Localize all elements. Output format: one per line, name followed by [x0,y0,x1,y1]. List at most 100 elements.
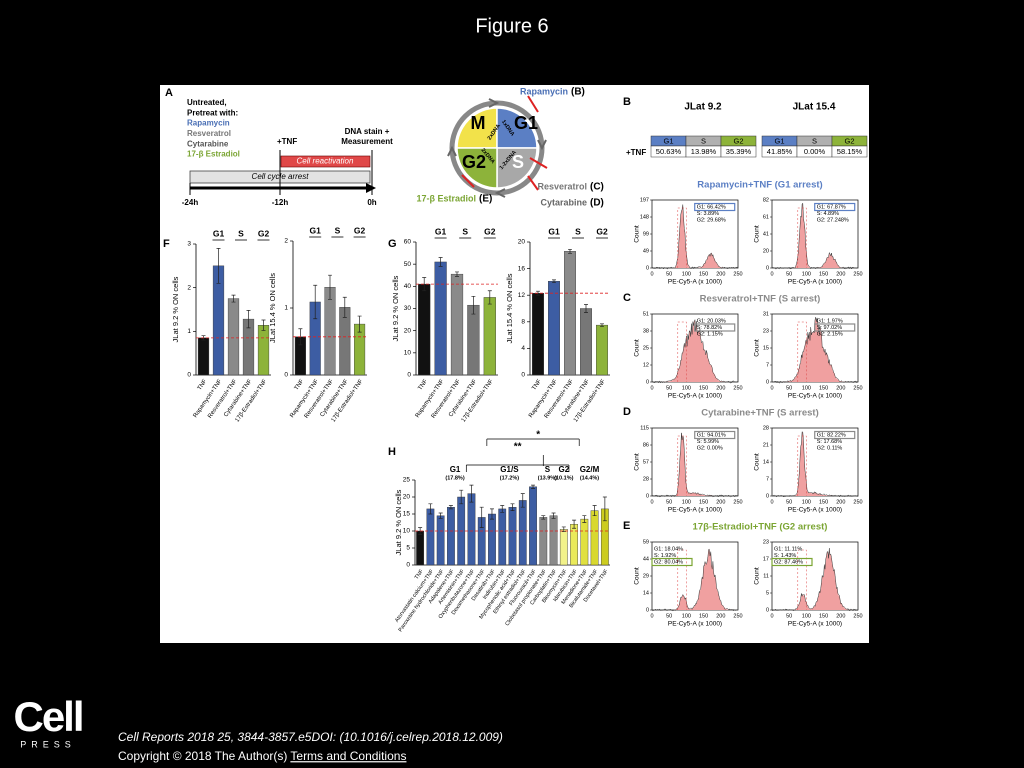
drug-name: Resveratrol [537,181,587,191]
group-label: S [335,225,341,235]
error-bar [216,248,221,284]
y-tick-label: 2 [187,284,191,291]
gate-label: S: 17.68% [817,439,842,445]
x-tick-label: TNF [418,378,430,391]
pretreat-item: Rapamycin [187,119,230,128]
gate-highlight [814,430,856,440]
pretreat-item: Untreated, [187,98,227,107]
cell-line: JLat 15.4 [793,102,836,113]
gate-label: S: 3.89% [697,211,719,217]
cycle-arrow [494,188,506,198]
phase-label: G1 [514,113,538,133]
hist-x-tick: 100 [802,385,811,391]
logo: Cell [13,693,82,740]
hist-y-label: Count [754,339,761,357]
y-tick-label: 30 [404,305,412,312]
gate-highlight [771,557,813,567]
hist-x-tick: 100 [682,385,691,391]
hist-x-tick: 50 [666,613,672,619]
group-label: G1 [310,225,322,235]
histogram-line [771,547,859,612]
hist-y-tick: 5 [766,590,769,596]
y-tick-label: 0 [284,372,288,379]
hist-y-tick: 17 [763,556,769,562]
bar [436,515,445,566]
hist-x-tick: 50 [666,499,672,505]
gate-label: G2: 29.68% [697,217,726,223]
cycle-arrow [488,98,500,108]
pretreat-item: 17-β Estradiol [187,150,240,159]
table-header: G2 [844,136,854,145]
hist-y-tick: 99 [643,231,649,237]
hist-x-tick: 250 [733,385,742,391]
hist-y-tick: 0 [646,493,649,499]
gate-fill [797,321,807,382]
group-label: G2 [596,226,608,236]
gate-label: G1: 66.42% [697,204,726,210]
hist-y-tick: 15 [763,345,769,351]
tnf-label: +TNF [277,137,297,146]
significance: * [536,430,540,441]
gate-label: G2: 87.46% [774,559,803,565]
group-label: G2 [558,465,569,474]
error-bar [471,295,476,315]
hist-y-tick: 23 [763,328,769,334]
hist-y-tick: 31 [763,311,769,317]
hist-y-tick: 82 [763,197,769,203]
bar [488,513,496,566]
x-tick-label: TNF [294,378,306,391]
hist-y-tick: 7 [766,476,769,482]
hist-x-tick: 150 [699,499,708,505]
hist-x-tick: 0 [770,613,773,619]
bar [559,529,568,566]
gate-label: G2: 80.04% [654,559,683,565]
bar [498,508,507,566]
timeline-arrow [366,183,376,193]
cycle-arrow [537,139,547,151]
y-tick-label: 0 [187,372,191,379]
hist-y-label: Count [634,225,641,243]
error-bar [459,489,464,505]
cycle-arrow [447,145,457,157]
table-cell [720,145,757,158]
group-label: G1 [435,226,447,236]
error-bar [342,296,347,318]
measure-label: DNA stain + [345,127,390,136]
y-tick-label: 15 [403,511,411,518]
table-value: 13.98% [691,147,717,156]
hist-x-label: PE-Cy5-A (x 1000) [668,279,722,286]
group-pct: (17.2%) [500,475,519,481]
histogram-line [771,317,859,384]
error-bar [552,279,556,283]
group-label: S [575,226,581,236]
y-tick-label: 2 [284,238,288,245]
hist-x-tick: 250 [853,613,862,619]
y-tick-label: 0 [406,562,410,569]
hist-x-tick: 100 [682,271,691,277]
group-label: S [462,226,468,236]
group-label: G2 [484,226,496,236]
y-tick-label: 25 [403,477,411,484]
y-tick-label: 60 [404,239,412,246]
gate-label: S: 97.02% [817,325,842,331]
y-tick-label: 0 [521,372,525,379]
hist-x-tick: 100 [682,499,691,505]
hist-y-label: Count [634,567,641,585]
hist-x-tick: 0 [650,385,653,391]
terms-link[interactable]: Terms and Conditions [290,749,406,763]
table-header: S [812,136,817,145]
error-bar [584,304,588,313]
hist-y-tick: 0 [766,379,769,385]
hist-y-tick: 148 [640,214,649,220]
pretreat-item: Pretreat with: [187,108,238,117]
gate-label: S: 1.43% [774,553,796,559]
hist-y-label: Count [634,339,641,357]
histogram-line [651,548,739,612]
time-label: 0h [367,198,376,207]
histogram-fill [772,318,858,382]
gate-label: G1: 11.11% [774,546,802,552]
group-pct: (10.1%) [554,475,573,481]
hist-y-tick: 197 [640,197,649,203]
bar [483,297,496,376]
hist-y-tick: 29 [643,573,649,579]
